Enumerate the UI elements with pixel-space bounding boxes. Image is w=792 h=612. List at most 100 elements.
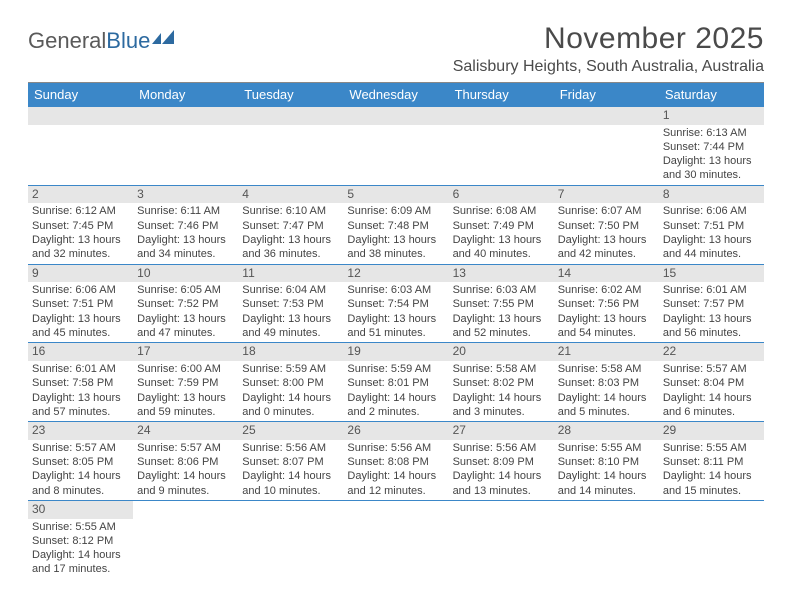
sunrise-text: Sunrise: 5:55 AM [32, 520, 129, 534]
day-number: 30 [28, 501, 133, 519]
sunrise-text: Sunrise: 6:03 AM [453, 283, 550, 297]
calendar-cell: 11Sunrise: 6:04 AMSunset: 7:53 PMDayligh… [238, 264, 343, 343]
day-details: Sunrise: 6:02 AMSunset: 7:56 PMDaylight:… [554, 282, 659, 342]
day-number: 6 [449, 186, 554, 204]
day-number: 25 [238, 422, 343, 440]
daylight-text: Daylight: 13 hours and 47 minutes. [137, 312, 234, 341]
calendar-cell: 7Sunrise: 6:07 AMSunset: 7:50 PMDaylight… [554, 185, 659, 264]
daylight-text: Daylight: 13 hours and 36 minutes. [242, 233, 339, 262]
sunrise-text: Sunrise: 6:06 AM [663, 204, 760, 218]
calendar-cell [133, 500, 238, 578]
day-header: Monday [133, 83, 238, 107]
calendar-week-row: 30Sunrise: 5:55 AMSunset: 8:12 PMDayligh… [28, 500, 764, 578]
logo-text-general: General [28, 28, 106, 54]
daylight-text: Daylight: 14 hours and 9 minutes. [137, 469, 234, 498]
daylight-text: Daylight: 14 hours and 12 minutes. [347, 469, 444, 498]
sunset-text: Sunset: 7:51 PM [32, 297, 129, 311]
calendar-cell: 30Sunrise: 5:55 AMSunset: 8:12 PMDayligh… [28, 500, 133, 578]
day-number: 16 [28, 343, 133, 361]
sunset-text: Sunset: 8:06 PM [137, 455, 234, 469]
day-details: Sunrise: 6:03 AMSunset: 7:54 PMDaylight:… [343, 282, 448, 342]
sunrise-text: Sunrise: 6:06 AM [32, 283, 129, 297]
day-details: Sunrise: 5:55 AMSunset: 8:12 PMDaylight:… [28, 519, 133, 579]
sunset-text: Sunset: 7:53 PM [242, 297, 339, 311]
day-number: 12 [343, 265, 448, 283]
calendar-cell [343, 107, 448, 185]
sunrise-text: Sunrise: 6:01 AM [32, 362, 129, 376]
day-number: 11 [238, 265, 343, 283]
calendar-cell: 20Sunrise: 5:58 AMSunset: 8:02 PMDayligh… [449, 343, 554, 422]
day-details: Sunrise: 6:03 AMSunset: 7:55 PMDaylight:… [449, 282, 554, 342]
sunset-text: Sunset: 7:47 PM [242, 219, 339, 233]
sunset-text: Sunset: 7:50 PM [558, 219, 655, 233]
day-details: Sunrise: 6:13 AMSunset: 7:44 PMDaylight:… [659, 125, 764, 185]
sunrise-text: Sunrise: 5:58 AM [453, 362, 550, 376]
sunset-text: Sunset: 7:55 PM [453, 297, 550, 311]
daylight-text: Daylight: 14 hours and 6 minutes. [663, 391, 760, 420]
calendar-cell [133, 107, 238, 185]
day-number: 29 [659, 422, 764, 440]
day-number: 8 [659, 186, 764, 204]
day-number: 27 [449, 422, 554, 440]
sunrise-text: Sunrise: 6:13 AM [663, 126, 760, 140]
calendar-cell: 2Sunrise: 6:12 AMSunset: 7:45 PMDaylight… [28, 185, 133, 264]
calendar-cell: 28Sunrise: 5:55 AMSunset: 8:10 PMDayligh… [554, 422, 659, 501]
sunrise-text: Sunrise: 6:11 AM [137, 204, 234, 218]
calendar-cell [554, 107, 659, 185]
calendar-cell: 15Sunrise: 6:01 AMSunset: 7:57 PMDayligh… [659, 264, 764, 343]
day-number: 28 [554, 422, 659, 440]
sunset-text: Sunset: 7:51 PM [663, 219, 760, 233]
calendar-week-row: 16Sunrise: 6:01 AMSunset: 7:58 PM Dayligh… [28, 343, 764, 422]
day-number: 24 [133, 422, 238, 440]
calendar-tbody: 1Sunrise: 6:13 AMSunset: 7:44 PMDaylight… [28, 107, 764, 579]
day-number: 7 [554, 186, 659, 204]
daylight-text: Daylight: 14 hours and 14 minutes. [558, 469, 655, 498]
day-number: 23 [28, 422, 133, 440]
day-number: 13 [449, 265, 554, 283]
sunrise-text: Sunrise: 5:55 AM [558, 441, 655, 455]
day-number-bar [449, 107, 554, 125]
day-details: Sunrise: 5:58 AMSunset: 8:03 PMDaylight:… [554, 361, 659, 421]
calendar-cell: 23Sunrise: 5:57 AMSunset: 8:05 PMDayligh… [28, 422, 133, 501]
day-details: Sunrise: 6:01 AMSunset: 7:57 PMDaylight:… [659, 282, 764, 342]
sunrise-text: Sunrise: 6:10 AM [242, 204, 339, 218]
daylight-text: Daylight: 14 hours and 3 minutes. [453, 391, 550, 420]
day-number: 1 [659, 107, 764, 125]
sunrise-text: Sunrise: 6:05 AM [137, 283, 234, 297]
day-details: Sunrise: 6:06 AMSunset: 7:51 PMDaylight:… [28, 282, 133, 342]
calendar-cell: 8Sunrise: 6:06 AMSunset: 7:51 PMDaylight… [659, 185, 764, 264]
calendar-cell: 17Sunrise: 6:00 AMSunset: 7:59 PMDayligh… [133, 343, 238, 422]
daylight-text: Daylight: 13 hours and 56 minutes. [663, 312, 760, 341]
sunset-text: Sunset: 7:56 PM [558, 297, 655, 311]
calendar-cell: 26Sunrise: 5:56 AMSunset: 8:08 PMDayligh… [343, 422, 448, 501]
day-header: Sunday [28, 83, 133, 107]
sunrise-text: Sunrise: 6:12 AM [32, 204, 129, 218]
day-details: Sunrise: 5:56 AMSunset: 8:07 PMDaylight:… [238, 440, 343, 500]
day-number-bar [554, 107, 659, 125]
day-header: Thursday [449, 83, 554, 107]
calendar-cell: 18Sunrise: 5:59 AMSunset: 8:00 PMDayligh… [238, 343, 343, 422]
day-number: 10 [133, 265, 238, 283]
sunset-text: Sunset: 7:59 PM [137, 376, 234, 390]
logo-text-blue: Blue [106, 28, 150, 54]
day-details: Sunrise: 6:05 AMSunset: 7:52 PMDaylight:… [133, 282, 238, 342]
sunset-text: Sunset: 8:12 PM [32, 534, 129, 548]
calendar-week-row: 23Sunrise: 5:57 AMSunset: 8:05 PMDayligh… [28, 422, 764, 501]
sunset-text: Sunset: 8:08 PM [347, 455, 444, 469]
sunset-text: Sunset: 7:58 PM [32, 376, 129, 390]
sunrise-text: Sunrise: 6:00 AM [137, 362, 234, 376]
title-block: November 2025 Salisbury Heights, South A… [453, 22, 764, 76]
sunrise-text: Sunrise: 6:03 AM [347, 283, 444, 297]
calendar-cell: 24Sunrise: 5:57 AMSunset: 8:06 PMDayligh… [133, 422, 238, 501]
calendar-cell: 21Sunrise: 5:58 AMSunset: 8:03 PMDayligh… [554, 343, 659, 422]
calendar-cell: 16Sunrise: 6:01 AMSunset: 7:58 PMDayligh… [28, 343, 133, 422]
day-number: 14 [554, 265, 659, 283]
daylight-text: Daylight: 14 hours and 0 minutes. [242, 391, 339, 420]
calendar-week-row: 2Sunrise: 6:12 AMSunset: 7:45 PMDaylight… [28, 185, 764, 264]
day-number: 18 [238, 343, 343, 361]
flag-icon [152, 28, 178, 54]
day-details: Sunrise: 6:06 AMSunset: 7:51 PMDaylight:… [659, 203, 764, 263]
daylight-text: Daylight: 14 hours and 5 minutes. [558, 391, 655, 420]
day-number: 22 [659, 343, 764, 361]
calendar-cell [28, 107, 133, 185]
